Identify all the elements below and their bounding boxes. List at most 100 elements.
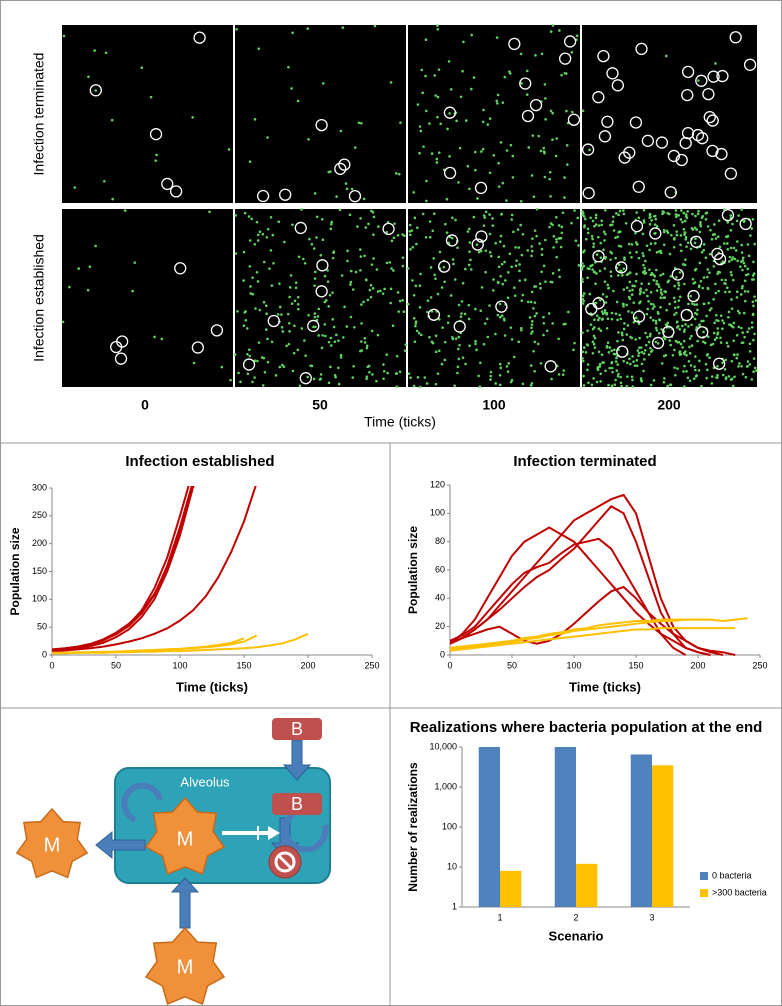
macrophage-cell (521, 109, 535, 123)
bacterium (643, 269, 646, 273)
diagram: Alveolus B B M M M (15, 718, 331, 1006)
bacterium (586, 363, 590, 366)
bacterium (398, 370, 402, 374)
bacterium (489, 254, 493, 258)
macrophage-cell (242, 358, 256, 371)
bacterium (440, 362, 444, 366)
bacterium (548, 170, 552, 174)
macrophage (15, 807, 89, 879)
bacterium (455, 119, 458, 123)
bacterium (634, 231, 637, 235)
macrophage-cell (443, 106, 457, 119)
bacterium (728, 255, 732, 259)
bacterium (331, 291, 334, 294)
bacterium (370, 263, 374, 266)
bacterium (622, 288, 626, 291)
bacterium (595, 253, 599, 256)
bacterium (498, 383, 502, 387)
bacterium (599, 256, 603, 260)
bacterium (716, 333, 719, 336)
bacterium (436, 24, 439, 27)
bacterium (140, 66, 144, 70)
bacterium (591, 219, 595, 223)
simulation-tile (581, 25, 757, 203)
bacterium (725, 341, 729, 345)
bacterium (720, 278, 724, 282)
bacterium (644, 331, 647, 335)
bacterium (605, 327, 609, 330)
bacterium (319, 253, 323, 257)
series-line (450, 505, 711, 656)
bacterium (664, 353, 668, 357)
bacterium (673, 306, 677, 310)
x-axis-label: Time (ticks) (364, 414, 436, 430)
bacterium (654, 231, 657, 235)
bacterium (555, 255, 559, 259)
bacterium (458, 343, 461, 347)
bacterium (530, 326, 533, 330)
bacterium (239, 380, 242, 384)
bacterium (395, 385, 399, 388)
bacterium (612, 229, 616, 232)
macrophage-cell (641, 134, 655, 147)
bacterium (631, 378, 634, 382)
macrophage-cell (615, 261, 628, 274)
bacterium (483, 216, 487, 219)
y-tick-label: 150 (32, 566, 47, 576)
bacterium (635, 272, 638, 276)
bar (630, 754, 652, 907)
macrophage-cell (382, 222, 395, 236)
bacterium (610, 311, 614, 315)
bacterium (420, 68, 424, 72)
bacterium (519, 223, 522, 227)
bacterium (451, 258, 455, 261)
bacterium (468, 344, 471, 348)
y-tick-label: 100 (442, 821, 457, 831)
bacterium (360, 303, 363, 306)
macrophage-cell (267, 314, 280, 328)
bacterium (597, 327, 601, 331)
bacterium (637, 256, 641, 260)
bacterium (721, 327, 724, 330)
bacterium (513, 286, 516, 290)
bacterium (533, 285, 536, 288)
bacterium (747, 327, 751, 330)
bacterium (571, 110, 574, 114)
bacterium (677, 281, 680, 285)
bacterium (326, 269, 329, 272)
bacterium (662, 211, 666, 214)
y-tick-label: 10 (447, 861, 457, 871)
bacterium (488, 171, 492, 175)
bacterium (614, 312, 618, 316)
bacterium (357, 121, 361, 125)
bacterium (557, 237, 561, 240)
macrophage-cell (592, 91, 605, 104)
bacterium (491, 217, 494, 220)
bacterium (632, 360, 635, 363)
bacterium (706, 368, 709, 372)
bacterium (392, 236, 396, 240)
bacterium (640, 282, 643, 285)
arrow (95, 830, 146, 860)
bacterium (445, 231, 449, 234)
bacterium (255, 270, 259, 274)
bacterium (492, 278, 495, 281)
bacterium (506, 271, 510, 274)
bacterium (687, 302, 690, 306)
bacterium (467, 263, 471, 267)
bacterium (677, 299, 681, 302)
bacterium (597, 235, 600, 239)
bacterium (724, 290, 727, 294)
bacterium (744, 375, 748, 379)
bacterium (625, 333, 629, 336)
bacterium (382, 377, 385, 380)
bacterium (712, 331, 716, 335)
bacterium (683, 219, 687, 223)
bacterium (614, 378, 617, 382)
bacterium (258, 230, 262, 234)
bacterium (726, 248, 730, 251)
bacterium (596, 368, 600, 372)
bacterium (721, 319, 724, 322)
series-line (52, 634, 258, 654)
bacterium (678, 295, 682, 299)
